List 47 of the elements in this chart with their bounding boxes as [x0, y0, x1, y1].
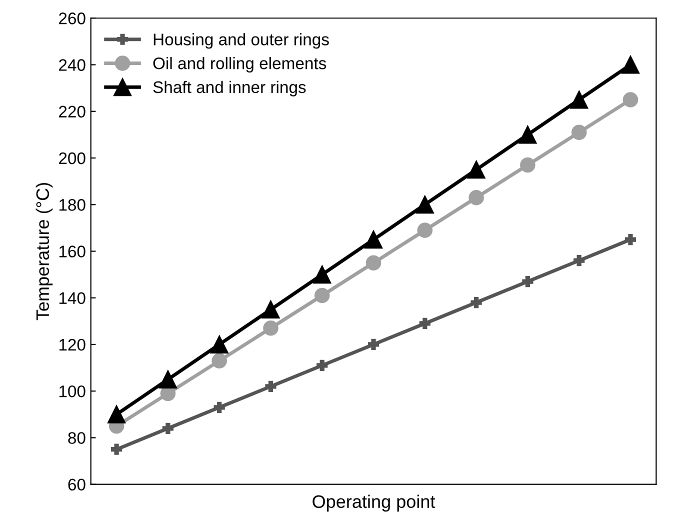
point	[621, 56, 640, 74]
point	[417, 222, 433, 238]
y-tick-label: 140	[59, 292, 86, 304]
point	[214, 402, 225, 413]
legend-label: Shaft and inner rings	[153, 80, 306, 96]
y-tick-label: 100	[59, 385, 86, 398]
point	[571, 124, 587, 140]
point	[263, 320, 278, 336]
point	[212, 353, 227, 368]
point	[110, 444, 122, 455]
point	[108, 405, 126, 424]
point	[210, 335, 228, 354]
point	[522, 276, 534, 288]
point	[574, 255, 585, 266]
y-tick-label: 180	[59, 199, 86, 211]
point	[470, 296, 482, 308]
point	[316, 360, 328, 372]
point	[518, 126, 537, 144]
point	[313, 266, 332, 284]
point	[262, 300, 280, 319]
point	[366, 255, 382, 271]
y-tick-label: 60	[68, 478, 86, 491]
legend-label: Oil and rolling elements	[153, 57, 326, 73]
point	[368, 338, 380, 350]
y-tick-label: 220	[59, 106, 86, 118]
y-tick-label: 260	[59, 12, 86, 24]
y-tick-label: 200	[59, 152, 86, 164]
point	[570, 90, 588, 109]
point	[314, 288, 330, 304]
point	[364, 230, 383, 249]
point	[467, 160, 486, 179]
y-axis-title: Temperature (°C)	[36, 183, 53, 320]
x-axis-title: Operating point	[312, 494, 436, 512]
point	[624, 234, 636, 246]
point	[520, 157, 536, 173]
point	[162, 422, 174, 434]
y-tick-label: 80	[68, 432, 86, 444]
point	[158, 370, 177, 388]
y-tick-label: 160	[59, 246, 86, 258]
legend-label: Housing and outer rings	[154, 33, 329, 49]
point	[265, 380, 276, 392]
point	[416, 196, 434, 214]
point	[419, 318, 430, 330]
y-tick-label: 240	[59, 59, 86, 71]
point	[468, 190, 484, 206]
point	[622, 92, 638, 108]
y-tick-label: 120	[59, 338, 86, 351]
